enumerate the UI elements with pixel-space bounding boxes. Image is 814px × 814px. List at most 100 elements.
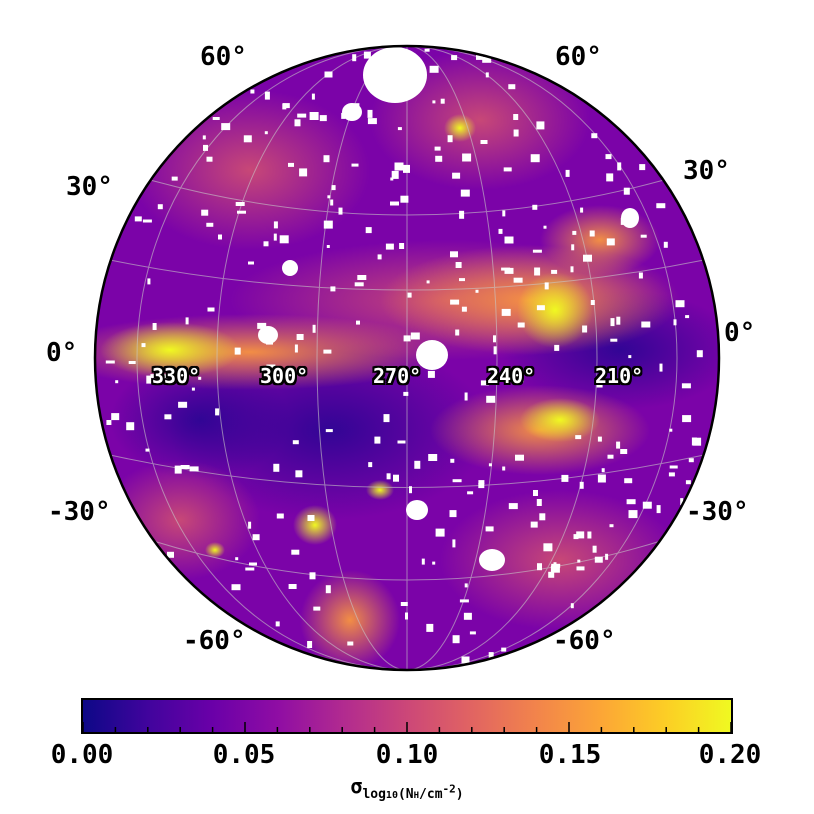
- masked-pixel: [570, 266, 574, 273]
- masked-pixel: [582, 325, 588, 333]
- masked-pixel: [273, 221, 278, 229]
- masked-pixel: [589, 230, 595, 237]
- colorbar: [81, 698, 733, 734]
- masked-pixel: [383, 414, 390, 423]
- masked-pixel: [309, 572, 316, 580]
- masked-pixel: [249, 562, 257, 566]
- masked-pixel: [517, 377, 524, 383]
- graticule: [109, 46, 705, 670]
- masked-pixel: [641, 321, 651, 328]
- masked-pixel: [207, 307, 215, 312]
- masked-pixel: [111, 413, 120, 421]
- masked-pixel: [551, 269, 558, 274]
- masked-pixel: [215, 408, 220, 416]
- masked-pixel: [295, 470, 303, 478]
- masked-pixel: [367, 118, 377, 125]
- masked-pixel: [587, 531, 592, 539]
- masked-pixel: [432, 100, 436, 104]
- masked-pixel: [673, 319, 677, 326]
- masked-pixel: [515, 454, 524, 461]
- masked-pixel: [327, 195, 331, 199]
- colorbar-tick-3: 0.15: [538, 740, 602, 770]
- masked-pixel: [426, 280, 430, 284]
- lat-label-left-minus60: -60°: [183, 626, 246, 656]
- masked-pixel: [400, 602, 408, 606]
- masked-pixel: [234, 347, 241, 355]
- masked-pixel: [501, 267, 511, 271]
- masked-pixel: [532, 249, 542, 253]
- masked-pixel: [628, 510, 638, 519]
- masked-pixel: [461, 656, 470, 664]
- masked-pixel: [391, 170, 399, 179]
- masked-pixel: [146, 375, 152, 384]
- masked-pixel: [231, 584, 241, 591]
- masked-pixel: [288, 584, 297, 589]
- masked-pixel: [543, 543, 553, 552]
- colorbar-tick-2: 0.10: [375, 740, 439, 770]
- masked-pixel: [352, 54, 357, 62]
- masked-pixel: [513, 277, 523, 283]
- masked-pixel: [309, 112, 319, 120]
- masked-pixel: [536, 305, 545, 311]
- masked-pixel: [202, 135, 206, 140]
- masked-pixel: [273, 463, 280, 472]
- masked-pixel: [428, 454, 438, 461]
- masked-pixel: [180, 465, 190, 469]
- colorbar-label: σlog10(NH/cm-2): [0, 774, 814, 802]
- masked-pixel: [601, 468, 605, 473]
- masked-pixel: [191, 387, 195, 391]
- masked-pixel: [605, 154, 612, 160]
- masked-pixel: [493, 346, 497, 355]
- masked-pixel: [485, 72, 489, 78]
- masked-pixel: [530, 154, 540, 163]
- masked-pixel: [330, 286, 336, 292]
- masked-pixel: [245, 567, 255, 571]
- masked-pixel: [397, 127, 402, 131]
- masked-pixel: [628, 355, 632, 359]
- masked-pixel: [626, 499, 636, 505]
- masked-pixel: [296, 334, 304, 340]
- masked-pixel: [659, 363, 663, 372]
- masked-pixel: [235, 557, 239, 561]
- masked-pixel: [385, 243, 394, 250]
- colorbar-tick-1: 0.05: [212, 740, 276, 770]
- masked-pixel: [390, 177, 394, 181]
- masked-pixel: [288, 162, 294, 167]
- masked-pixel: [323, 155, 330, 163]
- masked-pixel: [171, 176, 178, 181]
- colorbar-label-h: H: [413, 791, 420, 801]
- masked-pixel: [393, 474, 399, 482]
- masked-pixel: [482, 56, 492, 63]
- masked-pixel: [449, 510, 457, 518]
- masked-pixel: [414, 460, 421, 469]
- lat-label-left-minus30: -30°: [48, 497, 111, 527]
- masked-pixel: [508, 84, 516, 90]
- masked-pixel: [579, 481, 584, 489]
- masked-pixel: [357, 275, 367, 280]
- masked-pixel: [206, 156, 213, 162]
- masked-pixel: [663, 241, 668, 248]
- masked-pixel: [126, 422, 135, 431]
- masked-pixel: [478, 480, 485, 485]
- masked-pixel: [475, 289, 479, 293]
- masked-pixel: [464, 392, 468, 401]
- masked-pixel: [264, 91, 270, 100]
- masked-pixel: [403, 335, 411, 342]
- masked-pixel: [605, 553, 609, 560]
- masked-pixel: [597, 436, 602, 442]
- masked-pixel: [368, 462, 373, 468]
- masked-pixel: [354, 282, 364, 287]
- masked-pixel: [405, 612, 408, 620]
- masked-pixel: [325, 429, 333, 433]
- masked-pixel: [313, 606, 321, 611]
- masked-pixel: [432, 561, 436, 565]
- masked-pixel: [363, 51, 371, 59]
- masked-pixel: [330, 199, 334, 206]
- colorbar-label-log: log: [362, 787, 386, 802]
- masked-pixel: [476, 54, 483, 60]
- masked-pixel: [142, 219, 152, 223]
- lat-label-right-minus60: -60°: [553, 626, 616, 656]
- masked-pixel: [325, 585, 331, 594]
- masked-pixel: [656, 203, 666, 209]
- masked-pixel: [235, 202, 245, 206]
